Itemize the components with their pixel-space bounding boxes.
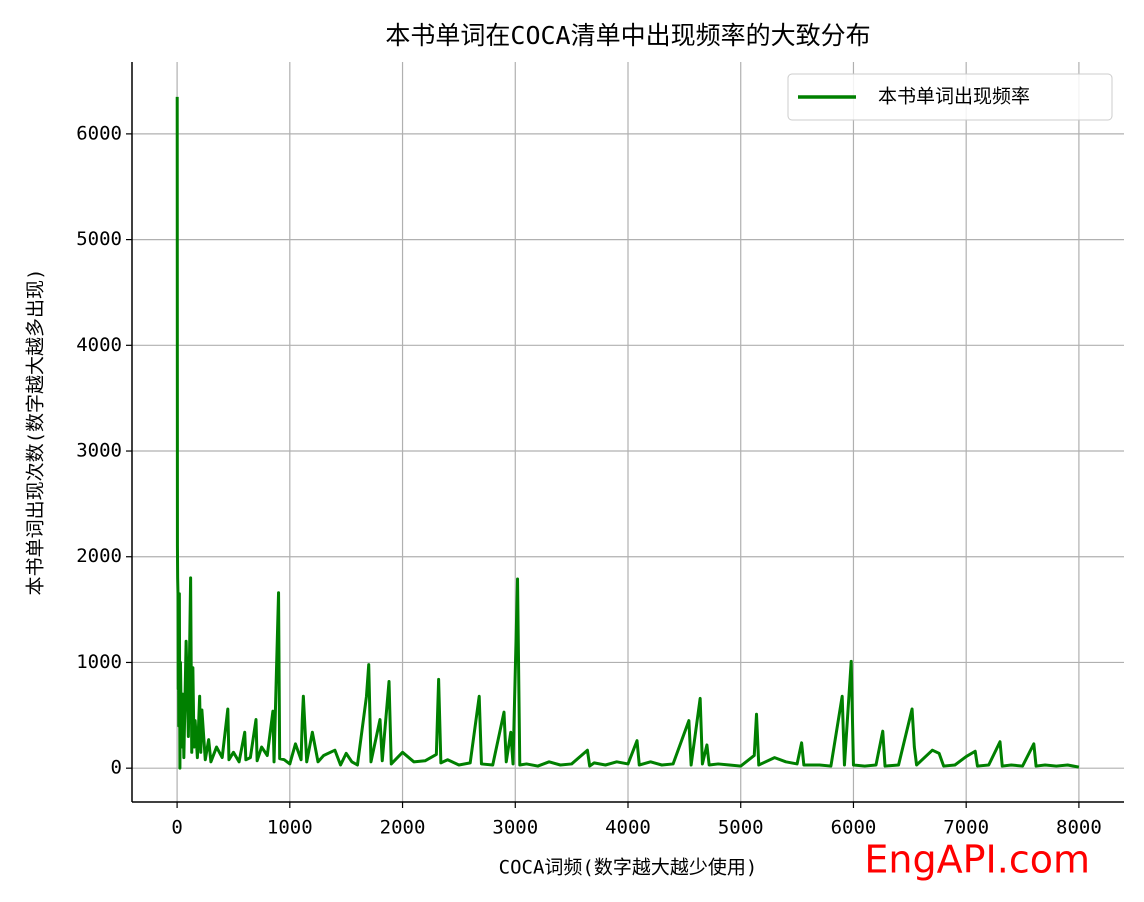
y-tick-label: 1000 [76, 651, 122, 673]
x-tick-label: 2000 [380, 817, 426, 839]
x-tick-label: 1000 [267, 817, 313, 839]
chart-title: 本书单词在COCA清单中出现频率的大致分布 [385, 21, 870, 50]
y-tick-label: 0 [111, 757, 122, 779]
y-tick-label: 2000 [76, 545, 122, 567]
x-tick-label: 6000 [831, 817, 877, 839]
y-axis-label: 本书单词出现次数(数字越大越多出现) [25, 269, 47, 596]
x-tick-label: 5000 [718, 817, 764, 839]
legend-label: 本书单词出现频率 [878, 86, 1030, 108]
y-tick-label: 6000 [76, 122, 122, 144]
x-tick-label: 7000 [943, 817, 989, 839]
x-tick-label: 8000 [1056, 817, 1102, 839]
y-tick-label: 4000 [76, 334, 122, 356]
legend-box [787, 73, 1113, 121]
line-series [175, 96, 1080, 770]
watermark: EngAPI.com [864, 838, 1090, 882]
x-tick-label: 0 [171, 817, 182, 839]
x-tick-label: 4000 [605, 817, 651, 839]
x-tick-label: 3000 [492, 817, 538, 839]
y-tick-label: 5000 [76, 228, 122, 250]
x-axis-label: COCA词频(数字越大越少使用) [499, 857, 758, 879]
y-tick-label: 3000 [76, 440, 122, 462]
